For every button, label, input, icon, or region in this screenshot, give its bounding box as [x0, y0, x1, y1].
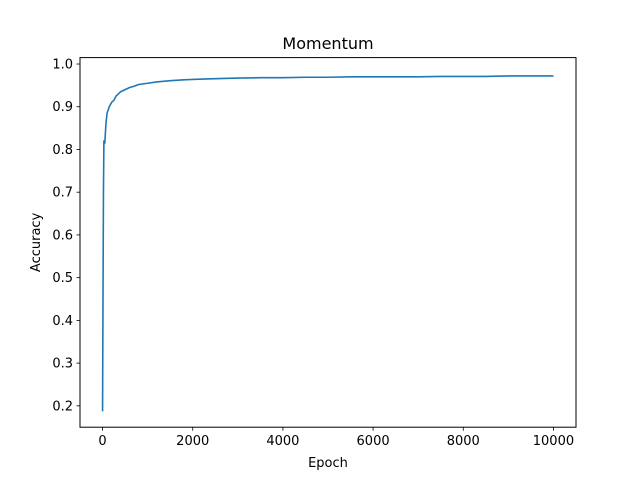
plot-area — [79, 57, 577, 428]
y-tick-label: 0.2 — [52, 399, 73, 414]
y-tick-label: 0.9 — [52, 100, 73, 115]
y-axis-label: Accuracy — [29, 212, 44, 272]
x-tick-label: 2000 — [176, 434, 209, 449]
x-axis: 0 2000 4000 6000 8000 10000 — [98, 427, 574, 449]
x-tick-label: 4000 — [266, 434, 299, 449]
x-tick-label: 6000 — [357, 434, 390, 449]
y-tick-label: 0.4 — [52, 314, 73, 329]
y-tick-label: 0.7 — [52, 186, 73, 201]
x-axis-label: Epoch — [308, 456, 348, 471]
x-tick-label: 10000 — [533, 434, 574, 449]
plot-frame — [79, 57, 577, 428]
y-tick-label: 0.6 — [52, 228, 73, 243]
series-layer — [101, 75, 554, 412]
plot-background — [80, 57, 576, 428]
y-tick-label: 0.5 — [52, 271, 73, 286]
y-tick-label: 0.8 — [52, 143, 73, 158]
series-line — [101, 75, 554, 412]
x-tick-label: 0 — [98, 434, 106, 449]
y-axis: 0.2 0.3 0.4 0.5 0.6 0.7 0.8 0.9 1.0 — [52, 58, 80, 414]
y-tick-label: 1.0 — [52, 58, 73, 73]
chart-title: Momentum — [282, 34, 373, 53]
x-tick-label: 8000 — [447, 434, 480, 449]
y-tick-label: 0.3 — [52, 357, 73, 372]
